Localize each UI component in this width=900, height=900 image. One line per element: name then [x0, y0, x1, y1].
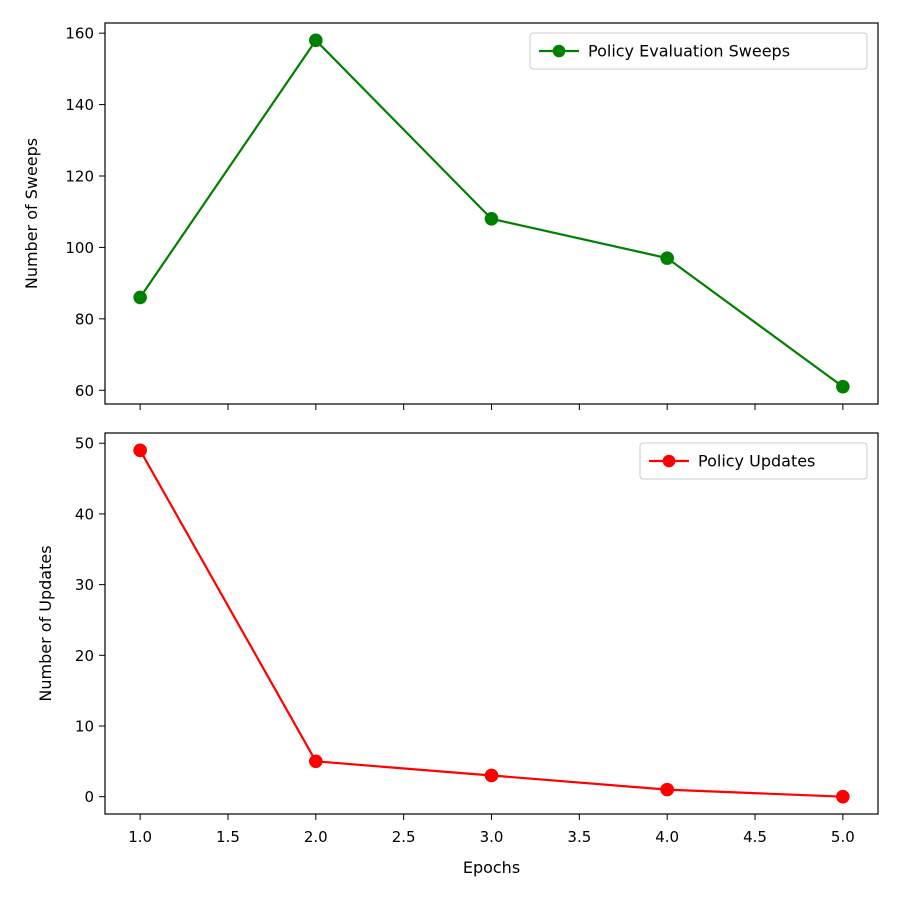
panel-updates: 0 10 20 30 40 50 1.0 1.5 2.0 2.5 3.0 3.5 4.0 4.5 5.0 Nu…	[36, 432, 879, 877]
y-tick-label: 30	[75, 576, 94, 594]
legend-marker	[552, 44, 566, 58]
y-tick-label: 10	[75, 717, 94, 735]
data-point	[309, 33, 323, 48]
y-axis-label: Number of Updates	[36, 545, 55, 701]
legend-marker	[662, 454, 676, 468]
data-point	[660, 251, 674, 265]
data-point	[133, 443, 147, 458]
x-tick-label: 3.0	[480, 828, 504, 846]
legend-label: Policy Evaluation Sweeps	[588, 42, 790, 61]
x-axis-label: Epochs	[463, 858, 520, 877]
x-tick-label: 4.5	[743, 828, 767, 846]
x-tick-label: 3.5	[567, 828, 591, 846]
y-tick-label: 80	[75, 310, 94, 328]
data-point	[836, 789, 850, 804]
legend-label: Policy Updates	[698, 452, 815, 471]
series-line	[139, 449, 843, 798]
data-point	[133, 290, 147, 305]
data-point	[660, 782, 674, 797]
data-point	[836, 379, 850, 394]
y-tick-label: 140	[65, 96, 94, 114]
x-tick-label: 4.0	[655, 828, 679, 846]
y-tick-label: 40	[75, 505, 94, 523]
plot-frame	[104, 432, 879, 815]
y-tick-label: 20	[75, 647, 94, 665]
x-tick-label: 1.0	[128, 828, 152, 846]
y-tick-label: 60	[75, 382, 94, 400]
y-tick-label: 120	[65, 168, 94, 186]
legend-box	[639, 442, 868, 480]
y-tick-label: 100	[65, 239, 94, 257]
x-tick-label: 5.0	[831, 828, 855, 846]
x-tick-label: 2.5	[392, 828, 416, 846]
y-tick-label: 50	[75, 435, 94, 453]
data-point	[484, 768, 499, 783]
y-tick-label: 0	[84, 788, 94, 806]
y-axis-label: Number of Sweeps	[22, 138, 41, 289]
panel-sweeps: 60 80 100 120 140 160 Number of Sweeps Policy E…	[22, 22, 879, 410]
x-tick-label: 1.5	[216, 828, 240, 846]
data-point	[484, 212, 499, 226]
legend-box	[529, 32, 868, 70]
x-tick-label: 2.0	[304, 828, 328, 846]
y-tick-label: 160	[65, 25, 94, 43]
data-point	[309, 754, 323, 769]
